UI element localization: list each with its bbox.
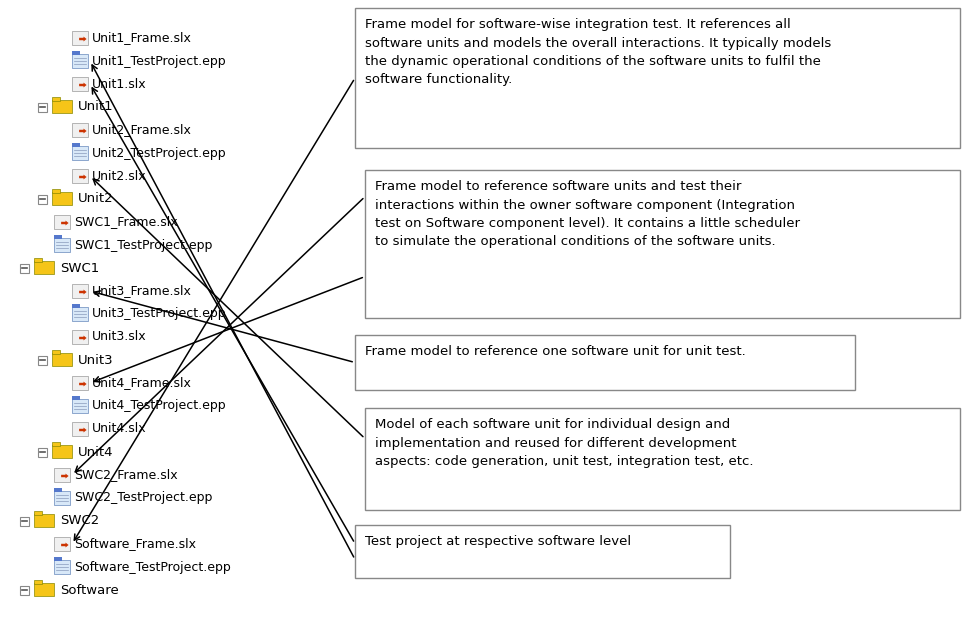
Bar: [34, 580, 42, 584]
Text: Unit2: Unit2: [78, 192, 114, 206]
Bar: [52, 97, 61, 101]
Bar: [34, 511, 42, 515]
Text: Unit1_Frame.slx: Unit1_Frame.slx: [92, 31, 192, 45]
Bar: [34, 514, 54, 527]
FancyBboxPatch shape: [20, 264, 28, 272]
FancyBboxPatch shape: [72, 54, 88, 68]
FancyBboxPatch shape: [37, 355, 46, 364]
FancyArrow shape: [79, 128, 86, 133]
Text: Model of each software unit for individual design and
implementation and reused : Model of each software unit for individu…: [375, 418, 754, 468]
FancyBboxPatch shape: [37, 447, 46, 457]
FancyBboxPatch shape: [54, 491, 70, 505]
FancyArrow shape: [61, 543, 69, 547]
FancyArrow shape: [79, 175, 86, 179]
Text: Frame model for software-wise integration test. It references all
software units: Frame model for software-wise integratio…: [365, 18, 831, 87]
FancyBboxPatch shape: [37, 194, 46, 204]
Text: Software_TestProject.epp: Software_TestProject.epp: [74, 560, 230, 574]
Text: SWC2: SWC2: [60, 515, 99, 528]
Text: Unit4_Frame.slx: Unit4_Frame.slx: [92, 377, 192, 389]
Bar: [52, 445, 72, 458]
FancyArrow shape: [79, 289, 86, 294]
FancyBboxPatch shape: [355, 525, 730, 578]
FancyBboxPatch shape: [72, 31, 88, 45]
FancyArrow shape: [79, 382, 86, 386]
Text: Unit1: Unit1: [78, 101, 114, 113]
FancyBboxPatch shape: [37, 103, 46, 111]
Text: Unit1.slx: Unit1.slx: [92, 77, 147, 91]
FancyBboxPatch shape: [54, 488, 62, 492]
Text: Unit3: Unit3: [78, 353, 114, 367]
FancyBboxPatch shape: [72, 284, 88, 298]
FancyBboxPatch shape: [72, 51, 80, 55]
Bar: [52, 192, 72, 205]
FancyArrow shape: [61, 474, 69, 479]
Text: Unit2.slx: Unit2.slx: [92, 169, 147, 182]
FancyBboxPatch shape: [72, 307, 88, 321]
Text: Unit3_Frame.slx: Unit3_Frame.slx: [92, 284, 192, 298]
Text: SWC1_TestProject.epp: SWC1_TestProject.epp: [74, 238, 213, 252]
FancyBboxPatch shape: [54, 215, 70, 229]
Text: Unit3_TestProject.epp: Unit3_TestProject.epp: [92, 308, 226, 321]
Bar: [52, 442, 61, 446]
Bar: [52, 353, 72, 366]
FancyBboxPatch shape: [72, 396, 80, 400]
FancyBboxPatch shape: [72, 169, 88, 183]
FancyArrow shape: [79, 36, 86, 42]
Bar: [52, 189, 61, 193]
Text: Unit4: Unit4: [78, 445, 114, 459]
FancyBboxPatch shape: [72, 123, 88, 137]
FancyBboxPatch shape: [72, 422, 88, 436]
Text: Unit4.slx: Unit4.slx: [92, 423, 147, 435]
FancyBboxPatch shape: [355, 8, 960, 148]
FancyArrow shape: [61, 221, 69, 225]
Bar: [52, 350, 61, 354]
FancyArrow shape: [79, 428, 86, 433]
FancyBboxPatch shape: [72, 304, 80, 308]
Text: Frame model to reference software units and test their
interactions within the o: Frame model to reference software units …: [375, 180, 800, 248]
Text: SWC2_Frame.slx: SWC2_Frame.slx: [74, 469, 177, 482]
FancyBboxPatch shape: [20, 516, 28, 525]
FancyBboxPatch shape: [72, 143, 80, 147]
Text: SWC2_TestProject.epp: SWC2_TestProject.epp: [74, 491, 213, 504]
FancyBboxPatch shape: [54, 560, 70, 574]
Text: Unit2_Frame.slx: Unit2_Frame.slx: [92, 123, 192, 136]
FancyBboxPatch shape: [72, 376, 88, 390]
FancyBboxPatch shape: [20, 586, 28, 594]
FancyBboxPatch shape: [54, 235, 62, 239]
Text: Unit2_TestProject.epp: Unit2_TestProject.epp: [92, 147, 226, 160]
Text: Software: Software: [60, 584, 119, 596]
FancyBboxPatch shape: [72, 330, 88, 344]
FancyArrow shape: [79, 335, 86, 340]
FancyBboxPatch shape: [355, 335, 855, 390]
FancyArrow shape: [79, 82, 86, 87]
Text: SWC1_Frame.slx: SWC1_Frame.slx: [74, 216, 177, 228]
FancyBboxPatch shape: [365, 170, 960, 318]
Bar: [34, 261, 54, 274]
Text: Test project at respective software level: Test project at respective software leve…: [365, 535, 631, 548]
FancyBboxPatch shape: [72, 399, 88, 413]
FancyBboxPatch shape: [54, 537, 70, 551]
Text: Unit1_TestProject.epp: Unit1_TestProject.epp: [92, 55, 226, 67]
FancyBboxPatch shape: [54, 468, 70, 482]
FancyBboxPatch shape: [72, 77, 88, 91]
FancyBboxPatch shape: [365, 408, 960, 510]
Text: SWC1: SWC1: [60, 262, 99, 274]
FancyBboxPatch shape: [54, 238, 70, 252]
Text: Frame model to reference one software unit for unit test.: Frame model to reference one software un…: [365, 345, 746, 358]
FancyBboxPatch shape: [72, 146, 88, 160]
Bar: [34, 258, 42, 262]
Text: Unit3.slx: Unit3.slx: [92, 330, 147, 343]
Bar: [52, 100, 72, 113]
FancyBboxPatch shape: [54, 557, 62, 561]
Text: Software_Frame.slx: Software_Frame.slx: [74, 538, 196, 550]
Text: Unit4_TestProject.epp: Unit4_TestProject.epp: [92, 399, 226, 413]
Bar: [34, 583, 54, 596]
